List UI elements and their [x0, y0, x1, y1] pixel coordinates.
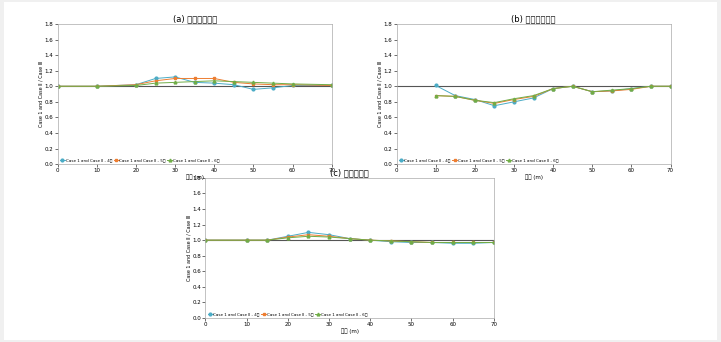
Case 1 and Case Ⅱ - 4축 — [263, 238, 272, 242]
Case 1 and Case Ⅱ - 5축 — [53, 84, 62, 88]
Case 1 and Case Ⅱ - 4축 — [327, 83, 336, 88]
Case 1 and Case Ⅱ - 4축 — [210, 81, 218, 85]
Line: Case 1 and Case Ⅱ - 6축: Case 1 and Case Ⅱ - 6축 — [204, 235, 495, 244]
Y-axis label: Case 1 and Case Ⅱ / Case Ⅲ: Case 1 and Case Ⅱ / Case Ⅲ — [38, 61, 43, 127]
Case 1 and Case Ⅱ - 6축 — [568, 84, 577, 88]
Title: (c) 전단력효과: (c) 전단력효과 — [330, 168, 369, 177]
Case 1 and Case Ⅱ - 5축 — [588, 90, 596, 94]
Case 1 and Case Ⅱ - 4축 — [469, 241, 477, 245]
Case 1 and Case Ⅱ - 5축 — [327, 83, 336, 88]
Case 1 and Case Ⅱ - 6축 — [471, 98, 479, 102]
Case 1 and Case Ⅱ - 6축 — [448, 240, 457, 245]
Case 1 and Case Ⅱ - 4축 — [490, 104, 499, 108]
Case 1 and Case Ⅱ - 6축 — [469, 240, 477, 245]
Case 1 and Case Ⅱ - 6축 — [324, 235, 333, 239]
Case 1 and Case Ⅱ - 4축 — [431, 83, 440, 88]
Case 1 and Case Ⅱ - 4축 — [304, 230, 313, 234]
X-axis label: 지간 (m): 지간 (m) — [186, 175, 203, 180]
Case 1 and Case Ⅱ - 5축 — [366, 238, 375, 242]
Case 1 and Case Ⅱ - 5축 — [431, 94, 440, 98]
Case 1 and Case Ⅱ - 4축 — [568, 84, 577, 88]
Case 1 and Case Ⅱ - 6축 — [327, 83, 336, 87]
Case 1 and Case Ⅱ - 6축 — [242, 238, 251, 242]
Legend: Case 1 and Case Ⅱ - 4축, Case 1 and Case Ⅱ - 5축, Case 1 and Case Ⅱ - 6축: Case 1 and Case Ⅱ - 4축, Case 1 and Case … — [208, 312, 368, 316]
Title: (a) 정모멘트효과: (a) 정모멘트효과 — [172, 14, 217, 23]
Case 1 and Case Ⅱ - 5축 — [190, 76, 199, 80]
Line: Case 1 and Case Ⅱ - 5축: Case 1 and Case Ⅱ - 5축 — [56, 77, 333, 88]
Case 1 and Case Ⅱ - 5축 — [151, 79, 160, 83]
Case 1 and Case Ⅱ - 5축 — [242, 238, 251, 242]
Case 1 and Case Ⅱ - 5축 — [269, 83, 278, 87]
Case 1 and Case Ⅱ - 6축 — [249, 80, 257, 84]
Case 1 and Case Ⅱ - 5축 — [386, 239, 395, 243]
Case 1 and Case Ⅱ - 5축 — [647, 84, 655, 88]
Case 1 and Case Ⅱ - 6축 — [288, 82, 297, 86]
Case 1 and Case Ⅱ - 5축 — [229, 80, 238, 84]
Case 1 and Case Ⅱ - 4축 — [151, 76, 160, 80]
Case 1 and Case Ⅱ - 4축 — [229, 83, 238, 87]
Case 1 and Case Ⅱ - 6축 — [283, 236, 292, 240]
Case 1 and Case Ⅱ - 5축 — [627, 87, 636, 91]
Case 1 and Case Ⅱ - 6축 — [151, 81, 160, 85]
Case 1 and Case Ⅱ - 6축 — [171, 80, 180, 84]
Case 1 and Case Ⅱ - 5축 — [288, 83, 297, 87]
Case 1 and Case Ⅱ - 4축 — [190, 80, 199, 84]
Case 1 and Case Ⅱ - 6축 — [428, 240, 436, 245]
Case 1 and Case Ⅱ - 6축 — [201, 238, 210, 242]
Case 1 and Case Ⅱ - 6축 — [190, 80, 199, 84]
Case 1 and Case Ⅱ - 6축 — [431, 94, 440, 98]
Case 1 and Case Ⅱ - 5축 — [407, 240, 416, 244]
Case 1 and Case Ⅱ - 4축 — [448, 241, 457, 245]
Line: Case 1 and Case Ⅱ - 5축: Case 1 and Case Ⅱ - 5축 — [204, 233, 495, 244]
Case 1 and Case Ⅱ - 6축 — [269, 81, 278, 85]
Case 1 and Case Ⅱ - 4축 — [510, 100, 518, 104]
Case 1 and Case Ⅱ - 5축 — [304, 233, 313, 237]
Y-axis label: Case 1 and Case Ⅱ / Case Ⅲ: Case 1 and Case Ⅱ / Case Ⅲ — [186, 215, 191, 281]
Case 1 and Case Ⅱ - 4축 — [529, 96, 538, 100]
Case 1 and Case Ⅱ - 4축 — [283, 234, 292, 238]
Case 1 and Case Ⅱ - 5축 — [448, 240, 457, 245]
Case 1 and Case Ⅱ - 5축 — [666, 84, 675, 88]
Case 1 and Case Ⅱ - 4축 — [53, 84, 62, 88]
Case 1 and Case Ⅱ - 6축 — [229, 80, 238, 84]
Case 1 and Case Ⅱ - 4축 — [471, 97, 479, 102]
Case 1 and Case Ⅱ - 5축 — [428, 240, 436, 245]
Case 1 and Case Ⅱ - 5축 — [283, 235, 292, 239]
Case 1 and Case Ⅱ - 4축 — [366, 238, 375, 242]
Case 1 and Case Ⅱ - 6축 — [263, 238, 272, 242]
Case 1 and Case Ⅱ - 5축 — [510, 97, 518, 102]
Case 1 and Case Ⅱ - 4축 — [324, 233, 333, 237]
Case 1 and Case Ⅱ - 5축 — [608, 89, 616, 93]
Case 1 and Case Ⅱ - 4축 — [201, 238, 210, 242]
Case 1 and Case Ⅱ - 4축 — [92, 84, 101, 88]
Case 1 and Case Ⅱ - 4축 — [269, 86, 278, 90]
Case 1 and Case Ⅱ - 6축 — [132, 83, 141, 88]
Case 1 and Case Ⅱ - 6축 — [407, 240, 416, 244]
Line: Case 1 and Case Ⅱ - 4축: Case 1 and Case Ⅱ - 4축 — [434, 84, 672, 107]
Case 1 and Case Ⅱ - 4축 — [627, 87, 636, 91]
Case 1 and Case Ⅱ - 6축 — [304, 234, 313, 238]
Case 1 and Case Ⅱ - 6축 — [210, 79, 218, 83]
Case 1 and Case Ⅱ - 5축 — [529, 94, 538, 98]
Legend: Case 1 and Case Ⅱ - 4축, Case 1 and Case Ⅱ - 5축, Case 1 and Case Ⅱ - 6축: Case 1 and Case Ⅱ - 4축, Case 1 and Case … — [399, 158, 559, 162]
Case 1 and Case Ⅱ - 5축 — [490, 240, 498, 245]
Line: Case 1 and Case Ⅱ - 5축: Case 1 and Case Ⅱ - 5축 — [434, 85, 672, 105]
Case 1 and Case Ⅱ - 4축 — [608, 89, 616, 93]
Case 1 and Case Ⅱ - 6축 — [490, 101, 499, 105]
Case 1 and Case Ⅱ - 5축 — [210, 76, 218, 80]
Case 1 and Case Ⅱ - 4축 — [242, 238, 251, 242]
Case 1 and Case Ⅱ - 4축 — [171, 75, 180, 79]
Case 1 and Case Ⅱ - 6축 — [549, 87, 557, 91]
Case 1 and Case Ⅱ - 5축 — [549, 87, 557, 91]
Case 1 and Case Ⅱ - 5축 — [201, 238, 210, 242]
Case 1 and Case Ⅱ - 4축 — [386, 240, 395, 244]
Case 1 and Case Ⅱ - 4축 — [288, 83, 297, 88]
Case 1 and Case Ⅱ - 5축 — [471, 98, 479, 102]
Line: Case 1 and Case Ⅱ - 6축: Case 1 and Case Ⅱ - 6축 — [434, 85, 672, 104]
Case 1 and Case Ⅱ - 5축 — [568, 84, 577, 88]
Case 1 and Case Ⅱ - 4축 — [451, 94, 459, 98]
Case 1 and Case Ⅱ - 6축 — [666, 84, 675, 88]
Case 1 and Case Ⅱ - 4축 — [549, 87, 557, 91]
Case 1 and Case Ⅱ - 6축 — [451, 94, 459, 98]
